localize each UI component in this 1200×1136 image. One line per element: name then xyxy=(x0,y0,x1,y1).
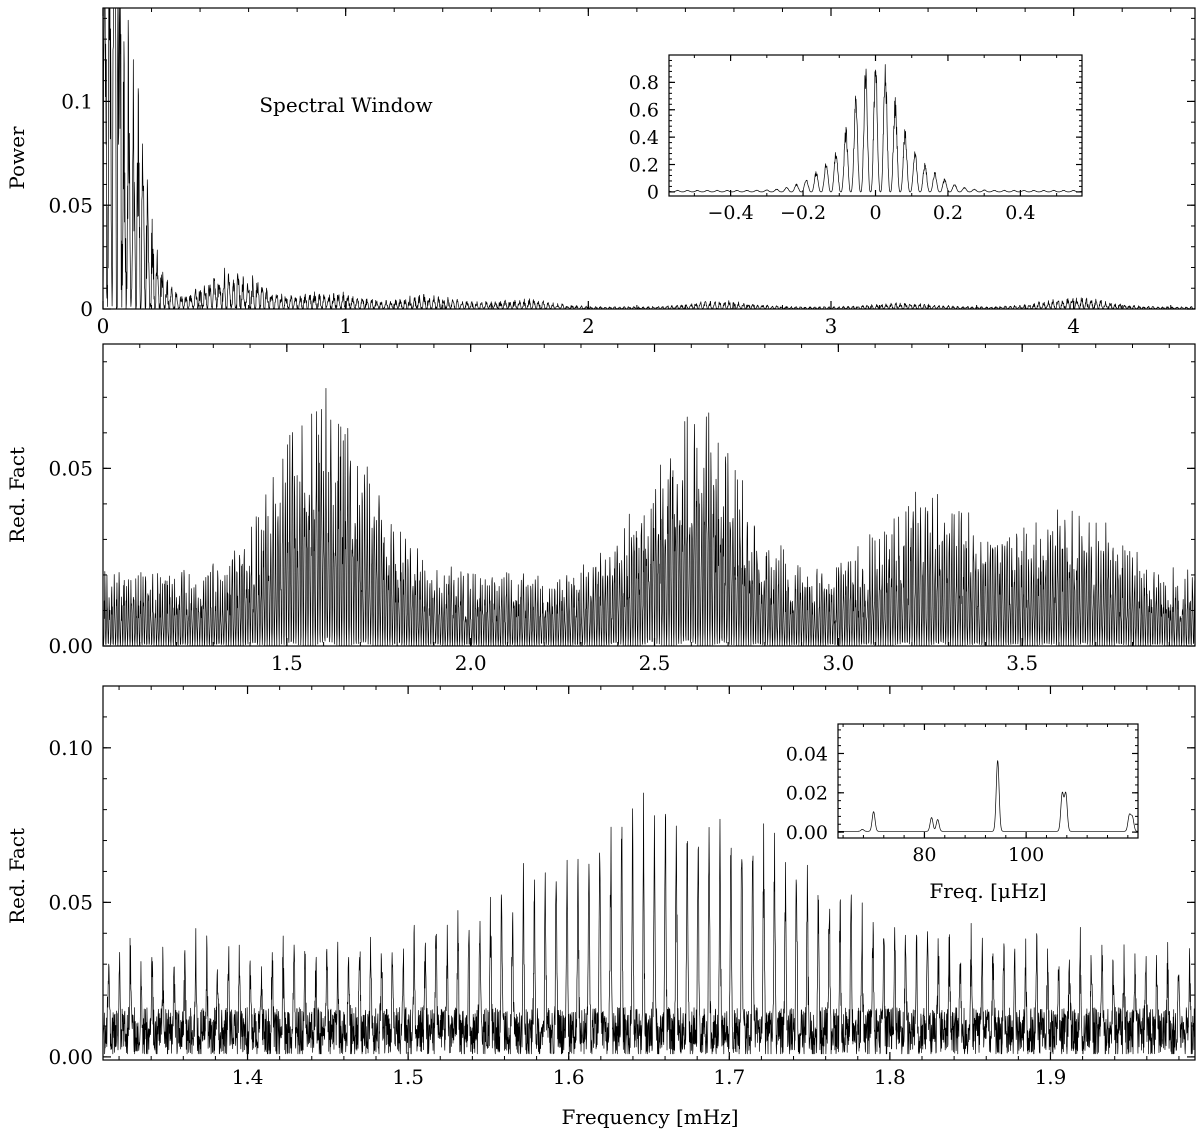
y-tick-label: 0.10 xyxy=(48,736,93,760)
x-tick-label: 4 xyxy=(1067,314,1080,338)
x-tick-label: 1.9 xyxy=(1035,1065,1067,1089)
x-tick-label: 1.7 xyxy=(713,1065,745,1089)
y-tick-label: 0.00 xyxy=(48,1045,93,1069)
x-tick-label: 2.0 xyxy=(455,651,487,675)
panel-zoom-axes: 1.4 1.5 1.6 1.7 1.8 1.9 0.00 0.05 0.10 xyxy=(48,685,1195,1089)
panel-window-axes: 0 1 2 3 4 0 0.05 0.1 xyxy=(48,8,1195,338)
inset-window-axes: −0.4 −0.2 0 0.2 0.4 0 0.2 0.4 0.6 0.8 xyxy=(629,54,1082,224)
ylabel-red-fact-top: Red. Fact xyxy=(5,447,29,543)
x-tick-label: −0.4 xyxy=(708,202,754,224)
x-tick-label: −0.2 xyxy=(780,202,826,224)
window-series xyxy=(102,7,1196,310)
annotation-spectral-window: Spectral Window xyxy=(259,93,432,117)
panel-wide-plot xyxy=(102,388,1196,647)
y-tick-label: 0.05 xyxy=(48,457,93,481)
panel-wide: 1.5 2.0 2.5 3.0 3.5 0.00 0.05 Red. Fact xyxy=(5,343,1196,675)
inset-window-series xyxy=(668,64,1083,193)
x-tick-label: 1.5 xyxy=(271,651,303,675)
y-tick-label: 0.00 xyxy=(48,634,93,658)
x-tick-label: 1.8 xyxy=(874,1065,906,1089)
ylabel-red-fact-bottom: Red. Fact xyxy=(5,828,29,924)
panel-wide-axes: 1.5 2.0 2.5 3.0 3.5 0.00 0.05 xyxy=(48,344,1195,675)
panel-zoom-frame xyxy=(102,685,1196,1061)
y-tick-label: 0 xyxy=(80,297,93,321)
y-tick-label: 0.00 xyxy=(786,822,828,844)
y-tick-label: 0.8 xyxy=(629,72,659,94)
panel-window-plot xyxy=(102,7,1196,310)
x-tick-label: 80 xyxy=(912,844,936,866)
inset-zoom-frame xyxy=(837,723,1139,839)
x-tick-label: 0 xyxy=(869,202,881,224)
y-tick-label: 0.02 xyxy=(786,783,828,805)
wide-series xyxy=(102,388,1196,647)
zoom-series xyxy=(102,792,1196,1055)
panel-zoom: 1.4 1.5 1.6 1.7 1.8 1.9 0.00 0.05 0.10 Red. Fact… xyxy=(5,685,1196,1129)
x-tick-label: 1.6 xyxy=(553,1065,585,1089)
x-tick-label: 3.5 xyxy=(1006,651,1038,675)
x-tick-label: 0.4 xyxy=(1005,202,1035,224)
inset-zoom-series xyxy=(837,760,1139,832)
x-tick-label: 2 xyxy=(582,314,595,338)
inset-zoom-axes: 80 100 0.00 0.02 0.04 xyxy=(786,724,1138,866)
x-tick-label: 1.5 xyxy=(392,1065,424,1089)
x-tick-label: 0 xyxy=(97,314,110,338)
y-tick-label: 0.6 xyxy=(629,100,659,122)
panel-window-frame xyxy=(102,7,1196,310)
x-tick-label: 3.0 xyxy=(822,651,854,675)
x-tick-label: 1 xyxy=(339,314,352,338)
x-tick-label: 1.4 xyxy=(232,1065,264,1089)
x-tick-label: 3 xyxy=(825,314,838,338)
y-tick-label: 0.04 xyxy=(786,743,828,765)
inset-zoom-background xyxy=(838,724,1138,838)
y-tick-label: 0.05 xyxy=(48,193,93,217)
x-tick-label: 100 xyxy=(1008,844,1044,866)
inset-zoom: 80 100 0.00 0.02 0.04 Freq. [μHz] xyxy=(786,723,1139,903)
y-tick-label: 0 xyxy=(647,182,659,204)
panel-wide-frame xyxy=(102,343,1196,647)
xlabel-frequency: Frequency [mHz] xyxy=(561,1105,738,1129)
x-tick-label: 2.5 xyxy=(639,651,671,675)
ylabel-power: Power xyxy=(5,126,29,190)
inset-window-background xyxy=(669,55,1082,196)
y-tick-label: 0.2 xyxy=(629,154,659,176)
inset-window-plot xyxy=(668,64,1083,193)
panel-zoom-plot xyxy=(102,792,1196,1055)
x-tick-label: 0.2 xyxy=(933,202,963,224)
panel-window: 0 1 2 3 4 0 0.05 0.1 Power Spectral Window xyxy=(5,7,1196,338)
y-tick-label: 0.4 xyxy=(629,127,659,149)
inset-window: −0.4 −0.2 0 0.2 0.4 0 0.2 0.4 0.6 0.8 xyxy=(629,54,1083,224)
y-tick-label: 0.1 xyxy=(61,90,93,114)
inset-zoom-xlabel: Freq. [μHz] xyxy=(929,879,1046,903)
inset-zoom-plot xyxy=(837,760,1139,832)
y-tick-label: 0.05 xyxy=(48,891,93,915)
